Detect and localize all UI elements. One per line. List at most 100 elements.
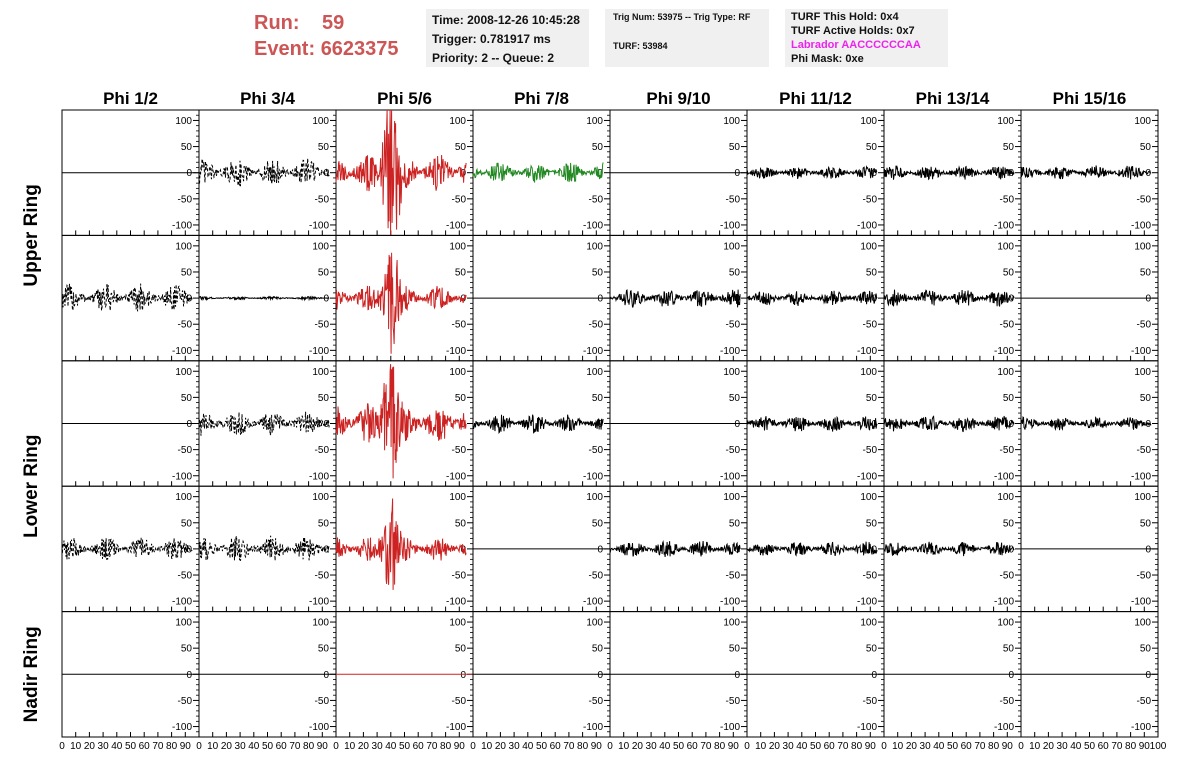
y-tick-label: 0: [323, 544, 329, 555]
y-tick-label: 100: [1134, 116, 1151, 127]
y-tick-label: -50: [1137, 445, 1152, 456]
y-tick-label: -50: [178, 445, 193, 456]
x-tick-label: 60: [413, 741, 425, 752]
ring-label: Nadir Ring: [21, 626, 42, 722]
y-tick-label: 50: [455, 644, 467, 655]
x-tick-label: 0: [744, 741, 750, 752]
y-tick-label: -50: [726, 696, 741, 707]
x-tick-label: 60: [1098, 741, 1110, 752]
y-tick-label: 100: [997, 241, 1014, 252]
y-tick-label: -50: [589, 445, 604, 456]
x-tick-label: 10: [755, 741, 767, 752]
waveform-trace: [198, 158, 330, 187]
y-tick-label: 100: [860, 618, 877, 629]
y-tick-label: 50: [729, 518, 741, 529]
y-tick-label: -100: [994, 722, 1014, 733]
y-tick-label: 100: [312, 241, 329, 252]
y-tick-label: 50: [318, 267, 330, 278]
y-tick-label: 50: [1003, 142, 1015, 153]
y-tick-label: 50: [1140, 518, 1152, 529]
y-tick-label: 100: [860, 492, 877, 503]
x-tick-label: 0: [196, 741, 202, 752]
x-tick-label: 50: [125, 741, 137, 752]
x-tick-label: 60: [276, 741, 288, 752]
y-tick-label: -50: [1137, 696, 1152, 707]
waveform-trace: [609, 540, 741, 557]
y-tick-label: -100: [994, 471, 1014, 482]
y-tick-label: 0: [460, 670, 466, 681]
y-tick-label: -50: [1000, 445, 1015, 456]
y-tick-label: 100: [723, 618, 740, 629]
y-tick-label: 50: [1003, 267, 1015, 278]
y-tick-label: 50: [455, 393, 467, 404]
x-tick-label: 10: [207, 741, 219, 752]
y-tick-label: -100: [172, 471, 192, 482]
y-tick-label: -100: [583, 722, 603, 733]
y-tick-label: 100: [723, 367, 740, 378]
waveform-trace: [1020, 165, 1152, 180]
y-tick-label: 0: [734, 419, 740, 430]
y-tick-label: 0: [1145, 294, 1151, 305]
column-title: Phi 13/14: [916, 89, 990, 108]
y-tick-label: 50: [592, 644, 604, 655]
y-tick-label: 100: [1134, 241, 1151, 252]
x-tick-label: 20: [632, 741, 644, 752]
y-tick-label: -100: [583, 220, 603, 231]
y-tick-label: 100: [586, 492, 603, 503]
y-tick-label: -50: [1137, 194, 1152, 205]
y-tick-label: -50: [178, 320, 193, 331]
y-tick-label: -100: [309, 597, 329, 608]
turf-text: TURF: 53984: [613, 41, 668, 51]
y-tick-label: 50: [1003, 518, 1015, 529]
x-tick-label: 70: [563, 741, 575, 752]
y-tick-label: 0: [1145, 670, 1151, 681]
y-tick-label: -100: [583, 597, 603, 608]
column-title: Phi 9/10: [646, 89, 710, 108]
y-tick-label: -50: [1137, 320, 1152, 331]
x-tick-label: 20: [1043, 741, 1055, 752]
y-tick-label: -50: [1000, 194, 1015, 205]
waveform-trace: [746, 415, 878, 432]
y-tick-label: 50: [181, 142, 193, 153]
x-tick-label: 70: [152, 741, 164, 752]
event-line: Event: 6623375: [254, 36, 399, 62]
y-tick-label: -50: [589, 571, 604, 582]
y-tick-label: 100: [175, 241, 192, 252]
y-tick-label: 50: [1140, 142, 1152, 153]
y-tick-label: 0: [323, 294, 329, 305]
x-tick-label: 20: [358, 741, 370, 752]
x-tick-label: 30: [372, 741, 384, 752]
y-tick-label: 100: [1134, 618, 1151, 629]
waveform-trace: [472, 162, 604, 183]
y-tick-label: -50: [1137, 571, 1152, 582]
x-tick-label: 40: [248, 741, 260, 752]
waveform-trace: [335, 109, 467, 236]
x-tick-label: 10: [892, 741, 904, 752]
y-tick-label: 50: [866, 393, 878, 404]
ring-label: Lower Ring: [21, 434, 42, 537]
x-tick-label: 60: [824, 741, 836, 752]
y-tick-label: 50: [729, 142, 741, 153]
waveform-trace: [61, 537, 193, 560]
x-tick-label: 30: [1057, 741, 1069, 752]
x-tick-label: 60: [961, 741, 973, 752]
labrador-text: Labrador AACCCCCCAA: [791, 39, 921, 51]
y-tick-label: 50: [729, 393, 741, 404]
y-tick-label: 0: [734, 670, 740, 681]
y-tick-label: 50: [318, 644, 330, 655]
y-tick-label: -100: [309, 722, 329, 733]
x-tick-label: 80: [1125, 741, 1137, 752]
waveform-trace: [335, 498, 467, 590]
y-tick-label: 100: [860, 241, 877, 252]
y-tick-label: 100: [997, 367, 1014, 378]
run-value: 59: [322, 12, 345, 34]
y-tick-label: -50: [452, 571, 467, 582]
x-tick-label: 70: [700, 741, 712, 752]
y-tick-label: 50: [592, 393, 604, 404]
y-tick-label: -100: [857, 597, 877, 608]
y-tick-label: 100: [860, 116, 877, 127]
y-tick-label: 100: [586, 367, 603, 378]
waveform-trace: [746, 290, 878, 306]
x-tick-label: 70: [426, 741, 438, 752]
y-tick-label: 50: [866, 267, 878, 278]
